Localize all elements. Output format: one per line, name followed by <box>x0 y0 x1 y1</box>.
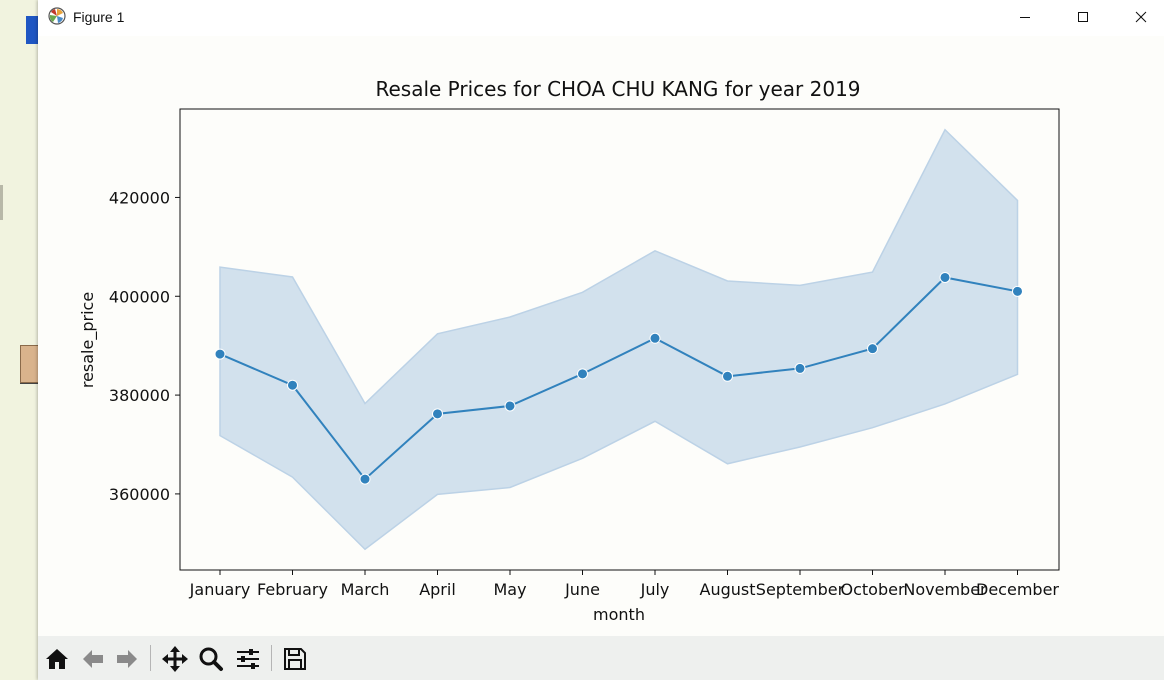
background-divider <box>0 185 3 220</box>
minimize-icon <box>1020 17 1030 18</box>
y-tick-label: 360000 <box>109 485 170 504</box>
pan-button[interactable] <box>160 644 190 674</box>
y-tick-label: 420000 <box>109 188 170 207</box>
data-point <box>939 271 951 283</box>
y-tick-label: 400000 <box>109 287 170 306</box>
navigation-toolbar <box>38 636 1164 680</box>
data-point <box>504 400 516 412</box>
close-button[interactable] <box>1112 0 1164 34</box>
x-tick-label: October <box>840 580 904 599</box>
figure-window: Figure 1 Resale Prices for CHOA CHU KANG… <box>38 0 1164 680</box>
toolbar-separator <box>150 645 151 671</box>
save-button[interactable] <box>280 644 310 674</box>
data-point <box>359 473 371 485</box>
zoom-button[interactable] <box>196 644 226 674</box>
maximize-icon <box>1078 12 1088 22</box>
home-button[interactable] <box>42 644 72 674</box>
series-line <box>219 276 1018 481</box>
pan-icon <box>162 646 188 672</box>
x-tick-label: January <box>189 580 251 599</box>
title-bar[interactable]: Figure 1 <box>38 0 1164 36</box>
x-tick-label: November <box>903 580 987 599</box>
x-tick-label: June <box>564 580 600 599</box>
home-icon <box>46 649 68 669</box>
x-tick-label: May <box>493 580 526 599</box>
background-underline <box>20 383 40 384</box>
save-icon <box>284 648 306 670</box>
line-chart: Resale Prices for CHOA CHU KANG for year… <box>78 77 1060 624</box>
data-point <box>432 408 443 420</box>
forward-arrow-icon <box>117 650 137 668</box>
confidence-band <box>219 128 1019 551</box>
x-tick-label: December <box>976 580 1059 599</box>
close-icon <box>1135 11 1147 23</box>
x-tick-label: March <box>341 580 390 599</box>
data-point <box>649 332 661 344</box>
x-axis-label: month <box>593 605 645 624</box>
data-point <box>867 343 878 355</box>
x-tick-label: July <box>640 580 670 599</box>
x-tick-label: September <box>756 580 845 599</box>
zoom-icon <box>199 647 223 671</box>
data-point <box>794 362 806 374</box>
background-window-fragment <box>26 16 40 44</box>
configure-subplots-button[interactable] <box>233 644 263 674</box>
toolbar-separator <box>271 645 272 671</box>
plot-frame <box>179 108 1060 571</box>
chart-title: Resale Prices for CHOA CHU KANG for year… <box>375 77 860 101</box>
x-tick-label: April <box>419 580 456 599</box>
desktop-background <box>0 0 40 680</box>
window-title: Figure 1 <box>73 9 125 25</box>
data-point <box>722 370 733 382</box>
data-point <box>577 368 588 380</box>
back-arrow-icon <box>83 650 103 668</box>
data-point <box>287 379 298 391</box>
back-button[interactable] <box>78 644 108 674</box>
maximize-button[interactable] <box>1054 0 1112 34</box>
x-tick-label: February <box>257 580 328 599</box>
data-point <box>214 348 226 360</box>
forward-button[interactable] <box>112 644 142 674</box>
y-axis-label: resale_price <box>78 292 98 388</box>
figure-canvas[interactable]: Resale Prices for CHOA CHU KANG for year… <box>38 36 1164 636</box>
y-tick-label: 380000 <box>109 386 170 405</box>
matplotlib-app-icon <box>48 7 66 25</box>
x-tick-label: August <box>700 580 756 599</box>
data-point <box>1012 285 1023 297</box>
minimize-button[interactable] <box>996 0 1054 34</box>
configure-subplots-icon <box>237 649 259 669</box>
